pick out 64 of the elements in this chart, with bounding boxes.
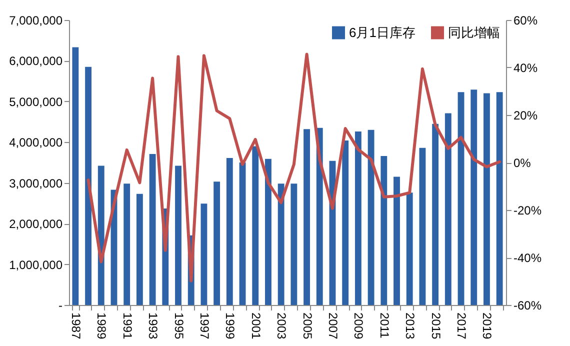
bar <box>354 132 362 305</box>
x-tick-label: 1989 <box>94 312 109 340</box>
y-tick-label: 1,000,000 <box>9 258 63 272</box>
x-tick-label: 2015 <box>428 312 443 340</box>
y-tick-label: 2,000,000 <box>9 217 63 232</box>
bar <box>458 92 464 305</box>
bar <box>72 47 79 305</box>
y-tick-label: 7,000,000 <box>9 14 63 28</box>
bar <box>226 158 233 305</box>
bar <box>470 90 478 305</box>
y2-tick-label: -40% <box>514 251 542 265</box>
y2-tick-label: -20% <box>514 204 542 218</box>
y2-tick-label: 40% <box>514 61 538 75</box>
bar <box>85 66 92 305</box>
x-tick-label: 1993 <box>146 312 160 340</box>
bar <box>136 194 143 305</box>
bar <box>394 176 400 305</box>
y-tick-label: 5,000,000 <box>9 94 63 109</box>
bar <box>496 92 503 305</box>
bar <box>484 93 490 305</box>
bar <box>175 166 182 305</box>
bar <box>304 129 310 305</box>
bar <box>316 128 323 305</box>
bar <box>419 148 426 305</box>
bar <box>149 154 156 305</box>
x-tick-label: 2017 <box>454 312 469 340</box>
y-tick-label: 3,000,000 <box>9 176 63 190</box>
x-tick-label: 2013 <box>403 312 418 340</box>
x-tick-label: 1987 <box>68 312 83 340</box>
x-tick-label: 2003 <box>274 312 289 340</box>
y2-tick-label: 20% <box>514 108 538 122</box>
y-tick-label: 6,000,000 <box>9 54 63 68</box>
bar <box>368 130 374 305</box>
x-tick-label: 1991 <box>120 312 134 340</box>
y2-tick-label: 0% <box>514 156 532 170</box>
legend-label: 6月1日库存 <box>349 24 416 40</box>
y-tick-label: 4,000,000 <box>9 136 63 150</box>
bar <box>252 146 259 305</box>
bar <box>444 113 452 305</box>
y2-tick-label: 60% <box>514 14 538 28</box>
bar <box>214 182 220 305</box>
bar <box>380 156 388 305</box>
x-tick-label: 2007 <box>326 312 340 340</box>
bar <box>342 140 349 305</box>
x-tick-label: 2011 <box>377 312 392 339</box>
bar <box>406 192 413 305</box>
x-tick-label: 2005 <box>300 312 314 340</box>
x-tick-label: 2001 <box>248 312 263 340</box>
bar <box>290 184 298 305</box>
bar <box>432 124 439 305</box>
line-series <box>86 52 502 282</box>
x-tick-label: 1999 <box>223 312 238 340</box>
bar <box>124 184 130 305</box>
y2-tick-label: -60% <box>514 298 542 312</box>
bar <box>278 184 284 305</box>
bar <box>265 158 272 305</box>
x-tick-label: 2019 <box>480 312 494 340</box>
legend-label: 同比增幅 <box>448 24 500 40</box>
x-tick-label: 1997 <box>197 312 212 340</box>
x-tick-label: 2009 <box>352 312 366 340</box>
bar <box>239 162 246 305</box>
x-tick-label: 1995 <box>172 312 186 340</box>
bar <box>200 204 208 305</box>
y-tick-label: - <box>58 298 62 312</box>
